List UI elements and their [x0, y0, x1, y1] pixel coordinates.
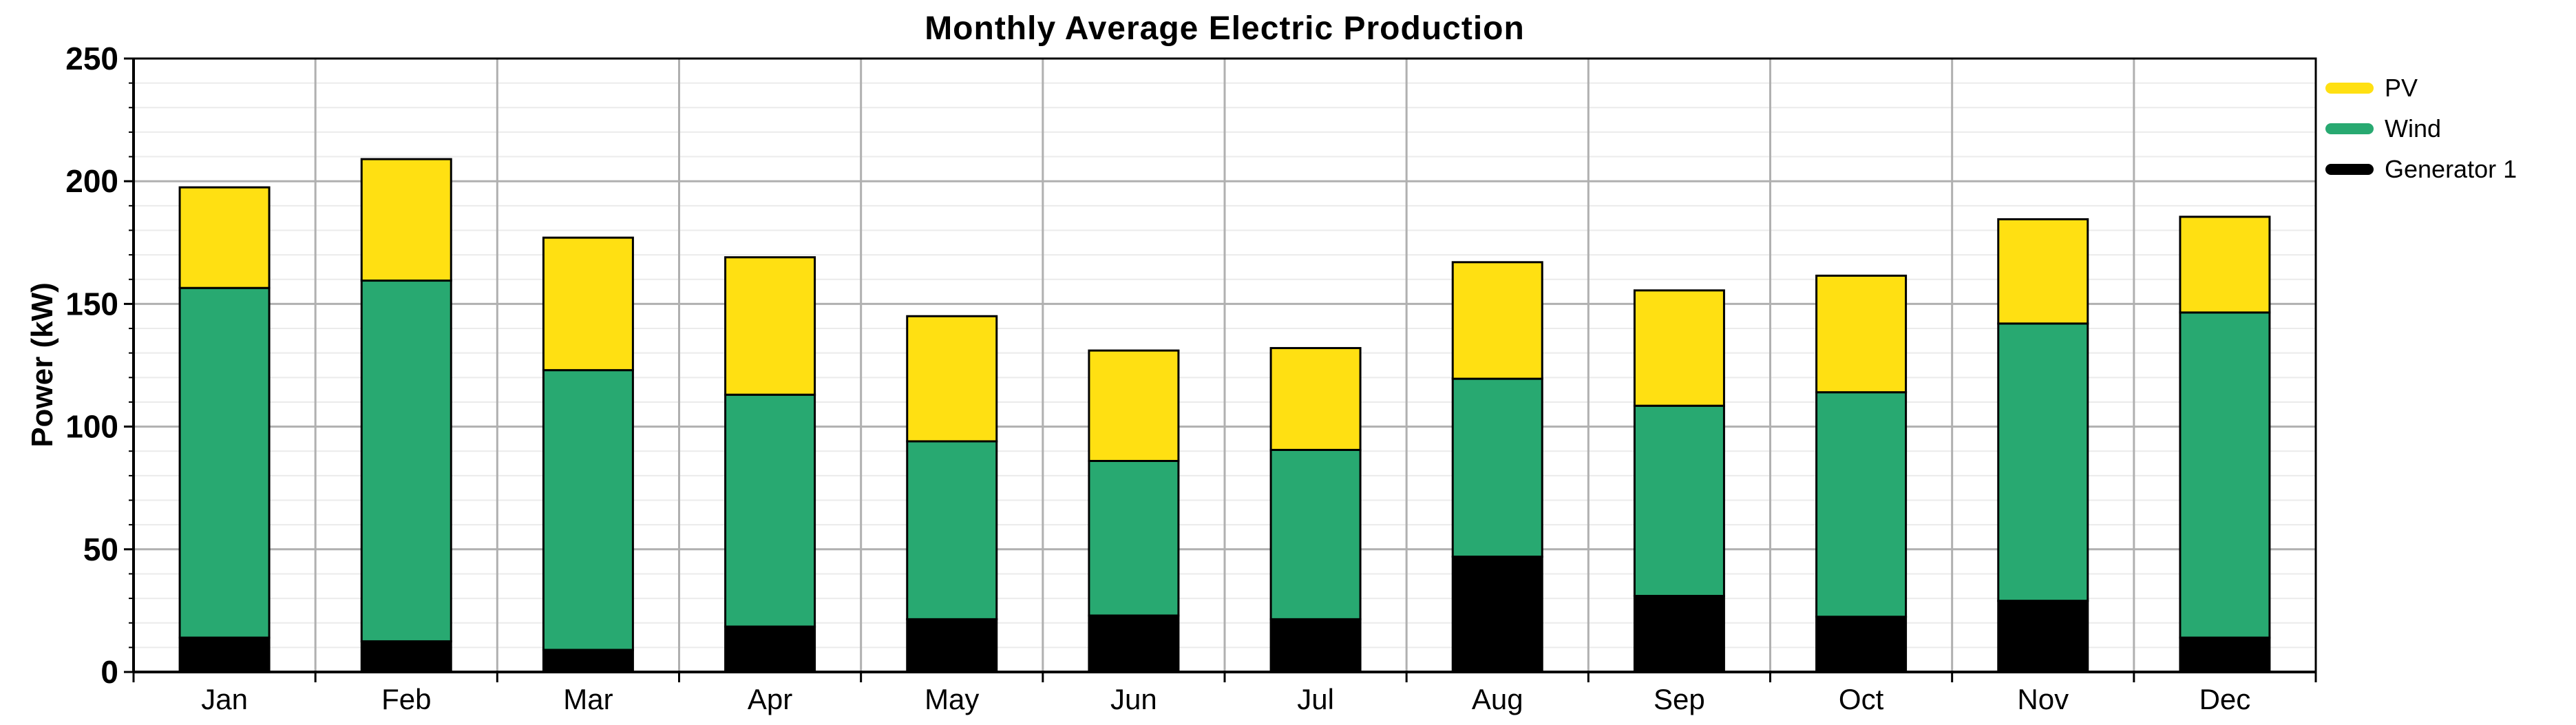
x-tick-label-apr: Apr — [748, 683, 792, 715]
x-tick-label-jun: Jun — [1110, 683, 1157, 715]
bar-segment-pv-aug — [1451, 261, 1543, 380]
bar-segment-wind-feb — [360, 280, 452, 642]
bar-segment-pv-jan — [178, 186, 271, 289]
x-tick-label-nov: Nov — [2017, 683, 2069, 715]
bar-segment-pv-may — [906, 315, 998, 443]
y-tick-label-250: 250 — [65, 41, 118, 76]
x-tick-label-sep: Sep — [1654, 683, 1705, 715]
bar-segment-generator-1-apr — [724, 625, 816, 673]
legend-label: PV — [2385, 73, 2418, 102]
bar-segment-wind-dec — [2179, 311, 2271, 639]
legend-swatch-wind — [2325, 123, 2374, 134]
legend-label: Generator 1 — [2385, 154, 2517, 183]
bar-segment-pv-dec — [2179, 216, 2271, 314]
bar-segment-wind-jul — [1269, 448, 1362, 620]
chart-title: Monthly Average Electric Production — [925, 10, 1525, 47]
bar-segment-pv-jun — [1088, 349, 1180, 462]
legend-item-generator-1: Generator 1 — [2325, 149, 2517, 189]
y-axis-title: Power (kW) — [25, 282, 59, 448]
legend: PV Wind Generator 1 — [2325, 67, 2517, 189]
bar-segment-generator-1-nov — [1997, 600, 2089, 673]
bar-segment-pv-mar — [542, 236, 634, 372]
bar-segment-wind-jan — [178, 286, 271, 639]
bar-segment-generator-1-jun — [1088, 614, 1180, 673]
bar-segment-wind-mar — [542, 369, 634, 651]
legend-item-pv: PV — [2325, 67, 2517, 108]
legend-swatch-pv — [2325, 82, 2374, 94]
bar-segment-generator-1-aug — [1451, 555, 1543, 673]
bar-segment-pv-jul — [1269, 347, 1362, 451]
x-tick-label-jul: Jul — [1297, 683, 1334, 715]
y-tick-label-0: 0 — [101, 654, 118, 690]
x-tick-label-jan: Jan — [201, 683, 248, 715]
legend-label: Wind — [2385, 114, 2442, 143]
bar-segment-pv-nov — [1997, 218, 2089, 325]
y-tick-label-50: 50 — [83, 532, 118, 567]
bar-segment-generator-1-jan — [178, 636, 271, 673]
bar-segment-generator-1-sep — [1633, 595, 1725, 673]
bar-segment-generator-1-dec — [2179, 636, 2271, 673]
bar-segment-generator-1-may — [906, 618, 998, 673]
bar-segment-wind-oct — [1815, 391, 1908, 618]
bar-segment-generator-1-mar — [542, 649, 634, 673]
x-tick-label-may: May — [925, 683, 979, 715]
bar-segment-pv-feb — [360, 158, 452, 282]
bar-segment-generator-1-oct — [1815, 616, 1908, 673]
bar-segment-generator-1-feb — [360, 640, 452, 673]
x-tick-label-mar: Mar — [563, 683, 613, 715]
y-tick-label-200: 200 — [65, 163, 118, 199]
legend-swatch-generator-1 — [2325, 163, 2374, 175]
bar-segment-wind-jun — [1088, 459, 1180, 617]
y-tick-label-150: 150 — [65, 286, 118, 322]
y-tick-label-100: 100 — [65, 409, 118, 445]
x-tick-label-oct: Oct — [1839, 683, 1884, 715]
bar-segment-generator-1-jul — [1269, 618, 1362, 673]
legend-item-wind: Wind — [2325, 108, 2517, 149]
x-tick-label-dec: Dec — [2199, 683, 2251, 715]
bar-segment-pv-apr — [724, 256, 816, 396]
bar-segment-pv-oct — [1815, 274, 1908, 394]
bar-segment-pv-sep — [1633, 289, 1725, 407]
bar-segment-wind-may — [906, 440, 998, 620]
x-tick-label-aug: Aug — [1472, 683, 1523, 715]
bar-segment-wind-sep — [1633, 404, 1725, 598]
bar-segment-wind-aug — [1451, 377, 1543, 558]
bar-segment-wind-apr — [724, 393, 816, 628]
bar-segment-wind-nov — [1997, 322, 2089, 602]
x-tick-label-feb: Feb — [381, 683, 431, 715]
